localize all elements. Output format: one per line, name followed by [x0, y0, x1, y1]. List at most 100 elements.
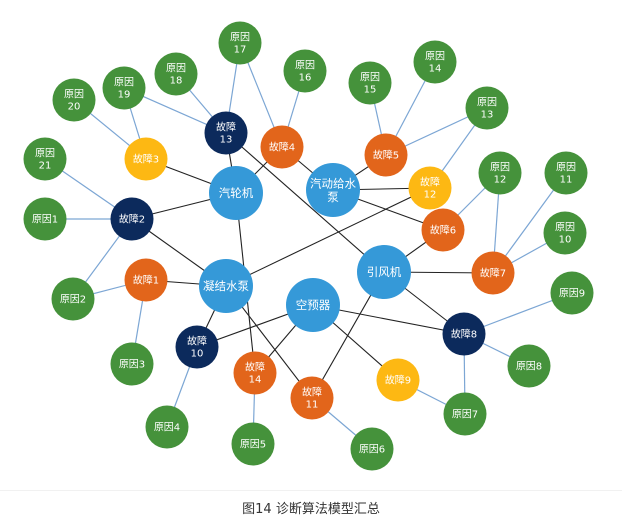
equipment-circle — [199, 259, 253, 313]
node-label: 故障7 — [480, 267, 506, 280]
cause-node-c3[interactable]: 原因3 — [110, 342, 154, 386]
cause-node-c9[interactable]: 原因9 — [550, 271, 594, 315]
node-label: 原因 — [35, 148, 55, 160]
fault-circle — [204, 111, 248, 155]
cause-circle — [350, 427, 394, 471]
cause-circle — [465, 86, 509, 130]
fault-node-f2[interactable]: 故障2 — [110, 197, 154, 241]
cause-node-c5[interactable]: 原因5 — [231, 422, 275, 466]
node-label: 11 — [560, 175, 573, 186]
node-label: 14 — [429, 64, 442, 75]
node-label: 原因 — [114, 77, 134, 89]
fault-node-f5[interactable]: 故障5 — [364, 133, 408, 177]
node-label: 原因 — [166, 63, 186, 75]
node-label: 17 — [234, 45, 247, 56]
cause-node-c2[interactable]: 原因2 — [51, 277, 95, 321]
cause-circle — [348, 61, 392, 105]
cause-node-c7[interactable]: 原因7 — [443, 392, 487, 436]
fault-circle — [124, 258, 168, 302]
fault-node-f4[interactable]: 故障4 — [260, 125, 304, 169]
equipment-circle — [357, 245, 411, 299]
equipment-node-e5[interactable]: 引风机 — [357, 245, 411, 299]
cause-circle — [507, 344, 551, 388]
node-label: 汽动给水 — [310, 176, 356, 190]
cause-node-c1[interactable]: 原因1 — [23, 197, 67, 241]
fault-circle — [408, 166, 452, 210]
cause-circle — [52, 78, 96, 122]
node-label: 原因 — [64, 89, 84, 101]
cause-circle — [145, 405, 189, 449]
fault-node-f3[interactable]: 故障3 — [124, 137, 168, 181]
cause-circle — [478, 151, 522, 195]
cause-circle — [102, 66, 146, 110]
node-label: 原因 — [360, 72, 380, 84]
cause-circle — [544, 151, 588, 195]
node-label: 空预器 — [296, 298, 331, 312]
fault-circle — [233, 351, 277, 395]
node-label: 原因 — [425, 51, 445, 63]
node-label: 原因 — [556, 162, 576, 174]
fault-node-f8[interactable]: 故障8 — [442, 312, 486, 356]
node-label: 19 — [118, 90, 131, 101]
cause-node-c8[interactable]: 原因8 — [507, 344, 551, 388]
fault-circle — [260, 125, 304, 169]
node-label: 20 — [68, 102, 81, 113]
node-label: 泵 — [327, 190, 339, 204]
cause-node-c6[interactable]: 原因6 — [350, 427, 394, 471]
cause-circle — [543, 211, 587, 255]
cause-circle — [23, 197, 67, 241]
node-label: 原因 — [230, 32, 250, 44]
cause-node-c4[interactable]: 原因4 — [145, 405, 189, 449]
cause-circle — [110, 342, 154, 386]
equipment-node-e1[interactable]: 汽轮机 — [209, 166, 263, 220]
equipment-node-e4[interactable]: 空预器 — [286, 278, 340, 332]
node-label: 原因7 — [452, 409, 478, 421]
node-label: 故障1 — [133, 274, 159, 287]
node-label: 13 — [481, 110, 494, 121]
fault-node-f7[interactable]: 故障7 — [471, 251, 515, 295]
equipment-node-e3[interactable]: 凝结水泵 — [199, 259, 253, 313]
fault-circle — [376, 358, 420, 402]
fault-circle — [442, 312, 486, 356]
node-label: 18 — [170, 76, 183, 87]
equipment-edge-e3-f12 — [225, 187, 431, 287]
node-label: 故障3 — [133, 153, 159, 166]
node-label: 原因2 — [60, 294, 86, 306]
cause-circle — [443, 392, 487, 436]
node-label: 原因1 — [32, 214, 58, 226]
fault-node-f9[interactable]: 故障9 — [376, 358, 420, 402]
node-label: 21 — [39, 161, 52, 172]
equipment-circle — [209, 166, 263, 220]
node-label: 15 — [364, 85, 377, 96]
node-label: 故障4 — [269, 141, 295, 154]
node-label: 原因3 — [119, 359, 145, 371]
figure-caption: 图14 诊断算法模型汇总 — [242, 502, 380, 517]
node-label: 13 — [220, 135, 233, 146]
fault-node-f1[interactable]: 故障1 — [124, 258, 168, 302]
fault-circle — [175, 325, 219, 369]
node-label: 汽轮机 — [219, 186, 254, 200]
fault-node-f6[interactable]: 故障6 — [421, 208, 465, 252]
node-label: 故障 — [245, 361, 265, 374]
node-label: 原因8 — [516, 361, 542, 373]
fault-circle — [471, 251, 515, 295]
